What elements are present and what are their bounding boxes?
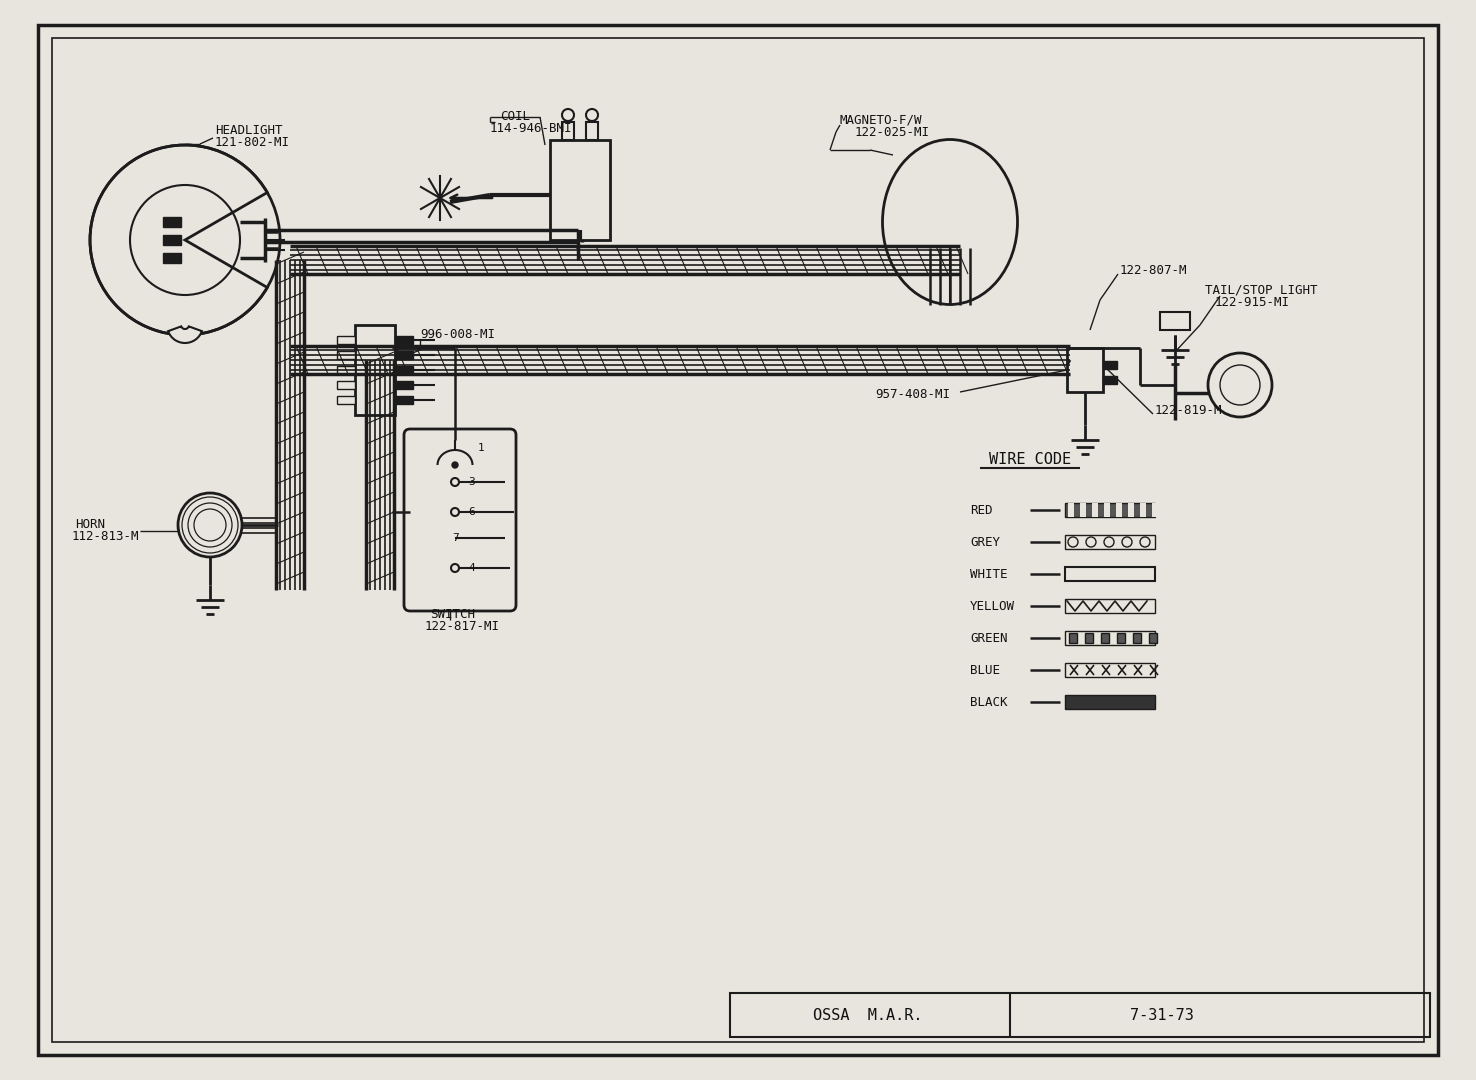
Text: 121-802-MI: 121-802-MI [215,135,289,148]
Bar [1116,503,1122,517]
Bar [1066,696,1156,708]
Circle shape [562,109,574,121]
Circle shape [1086,537,1097,546]
Circle shape [1122,537,1132,546]
Text: 114-946-BMI: 114-946-BMI [490,122,573,135]
Text: BLUE: BLUE [970,663,1001,676]
Text: 996-008-MI: 996-008-MI [421,328,494,341]
Text: 7-31-73: 7-31-73 [1131,1008,1194,1023]
Circle shape [179,492,242,557]
Wedge shape [90,145,267,335]
Text: OSSA  M.A.R.: OSSA M.A.R. [813,1008,922,1023]
Bar [1151,503,1159,517]
Bar [337,351,356,359]
Bar [162,235,182,245]
Bar [162,217,182,227]
Bar [1103,376,1117,384]
Text: 3: 3 [468,477,475,487]
Bar [1134,633,1141,643]
Text: 122-025-MI: 122-025-MI [855,125,930,138]
Text: 6: 6 [468,507,475,517]
Text: HORN: HORN [75,518,105,531]
Bar [586,122,598,140]
Bar [337,336,356,345]
Text: YELLOW: YELLOW [970,599,1015,612]
Circle shape [452,478,459,486]
Bar [396,396,413,404]
Text: 122-915-MI: 122-915-MI [1215,296,1290,309]
Bar [1139,503,1145,517]
Text: WIRE CODE: WIRE CODE [989,453,1072,468]
Text: 7: 7 [452,534,459,543]
Bar [1085,633,1094,643]
Bar [1069,503,1075,517]
Circle shape [452,462,458,468]
Bar [1080,503,1086,517]
Bar [1160,312,1190,330]
FancyBboxPatch shape [404,429,517,611]
Text: HEADLIGHT: HEADLIGHT [215,123,282,136]
Text: 957-408-MI: 957-408-MI [875,389,951,402]
Bar [1103,361,1117,369]
Bar [1066,599,1156,613]
Text: 4: 4 [468,563,475,573]
Text: GREEN: GREEN [970,632,1008,645]
Bar [1128,503,1134,517]
Text: BLACK: BLACK [970,696,1008,708]
Text: WHITE: WHITE [970,567,1008,581]
Text: TAIL/STOP LIGHT: TAIL/STOP LIGHT [1204,283,1318,297]
Text: MAGNETO-F/W: MAGNETO-F/W [840,113,922,126]
Bar [1066,663,1156,677]
Circle shape [452,564,459,572]
Bar [731,993,1430,1037]
Text: COIL: COIL [500,110,530,123]
Circle shape [1069,537,1077,546]
Bar [1066,567,1156,581]
Bar [396,381,413,389]
Text: 1: 1 [478,443,484,453]
Text: RED: RED [970,503,992,516]
Bar [1066,631,1156,645]
Text: 122-807-M: 122-807-M [1120,264,1188,276]
Bar [337,381,356,389]
Bar [162,253,182,264]
Bar [396,366,413,374]
Bar [1092,503,1098,517]
Bar [1117,633,1125,643]
Text: 122-819-M: 122-819-M [1156,404,1222,417]
Ellipse shape [883,139,1017,305]
Bar [1067,348,1103,392]
Text: GREY: GREY [970,536,1001,549]
Bar [396,336,413,345]
Bar [1104,503,1110,517]
Bar [1069,633,1077,643]
Bar [337,396,356,404]
Bar [1148,633,1157,643]
Text: 112-813-M: 112-813-M [72,530,140,543]
Circle shape [452,508,459,516]
Text: SWITCH: SWITCH [430,608,475,621]
Bar [1066,535,1156,549]
Bar [356,325,396,415]
Bar [562,122,574,140]
Circle shape [1207,353,1272,417]
Bar [396,351,413,359]
Wedge shape [168,326,202,343]
Bar [1101,633,1108,643]
Bar [337,366,356,374]
Circle shape [586,109,598,121]
Bar [551,140,610,240]
Circle shape [1139,537,1150,546]
Bar [1066,503,1156,517]
Text: 122-817-MI: 122-817-MI [425,621,500,634]
Circle shape [1104,537,1114,546]
